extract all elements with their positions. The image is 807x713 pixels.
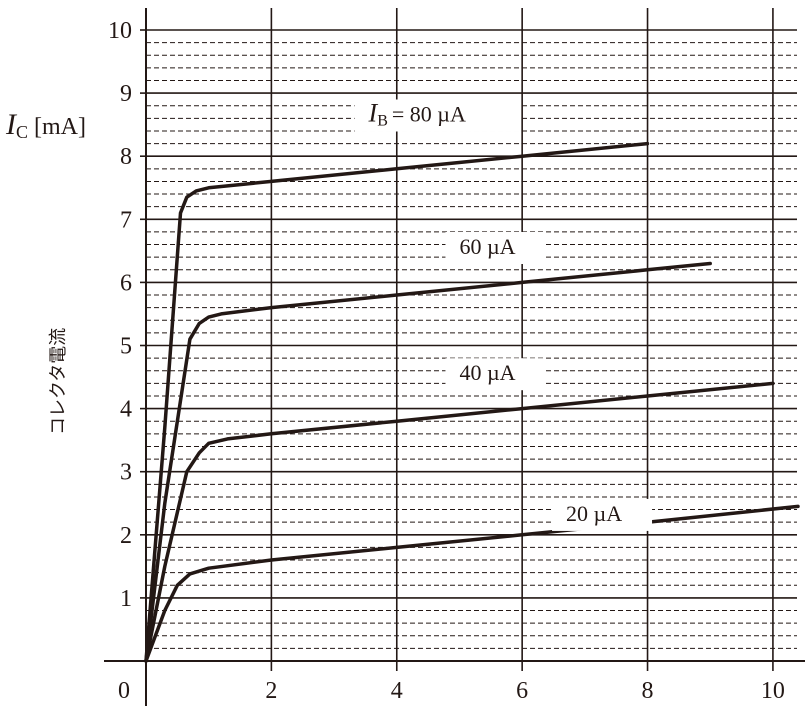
series-label: IB = 80 µA xyxy=(368,98,466,129)
y-tick-label: 5 xyxy=(120,334,132,360)
y-tick-label: 4 xyxy=(120,397,132,423)
x-tick-label: 10 xyxy=(761,678,785,704)
x-tick-label: 8 xyxy=(642,678,654,704)
x-tick-label: 6 xyxy=(516,678,528,704)
x-tick-label: 4 xyxy=(391,678,403,704)
series-label-bg xyxy=(552,498,653,531)
series-line xyxy=(144,261,712,663)
y-tick-label: 10 xyxy=(108,18,132,44)
curve-labels: 20 µA 40 µA 60 µA IB = 80 µA xyxy=(354,98,653,531)
series-line xyxy=(144,504,800,663)
series-label-bg xyxy=(354,99,520,132)
series-label: 20 µA xyxy=(566,501,622,526)
curves xyxy=(144,141,800,663)
series-label: 40 µA xyxy=(459,360,515,385)
series-label-text: = 80 µA xyxy=(392,101,466,126)
series-line xyxy=(144,141,650,663)
y-tick-label: 1 xyxy=(120,586,132,612)
y-tick-label: 9 xyxy=(120,81,132,107)
series-label-symbol: I xyxy=(368,98,379,127)
series-label: 60 µA xyxy=(459,234,515,259)
y-axis-symbol: I xyxy=(5,108,18,141)
series-line xyxy=(144,381,775,663)
y-tick-label: 7 xyxy=(120,207,132,233)
y-axis-unit: [mA] xyxy=(34,114,86,140)
y-tick-label: 2 xyxy=(120,523,132,549)
series-label-bg xyxy=(445,232,546,265)
axes xyxy=(104,8,805,706)
y-tick-label: 8 xyxy=(120,144,132,170)
origin-label: 0 xyxy=(118,678,130,704)
tick-labels: 1 2 3 4 5 6 7 8 9 10 2 4 6 8 10 xyxy=(108,18,785,704)
y-axis-subscript: C xyxy=(16,122,28,142)
x-tick-label: 2 xyxy=(265,678,277,704)
y-axis-label-jp: コレクタ電流 xyxy=(48,328,69,435)
y-axis-label: IC [mA] xyxy=(5,108,86,142)
series-label-subscript: B xyxy=(377,112,388,129)
y-tick-label: 6 xyxy=(120,270,132,296)
y-tick-label: 3 xyxy=(120,460,132,486)
series-label-bg xyxy=(445,358,546,391)
